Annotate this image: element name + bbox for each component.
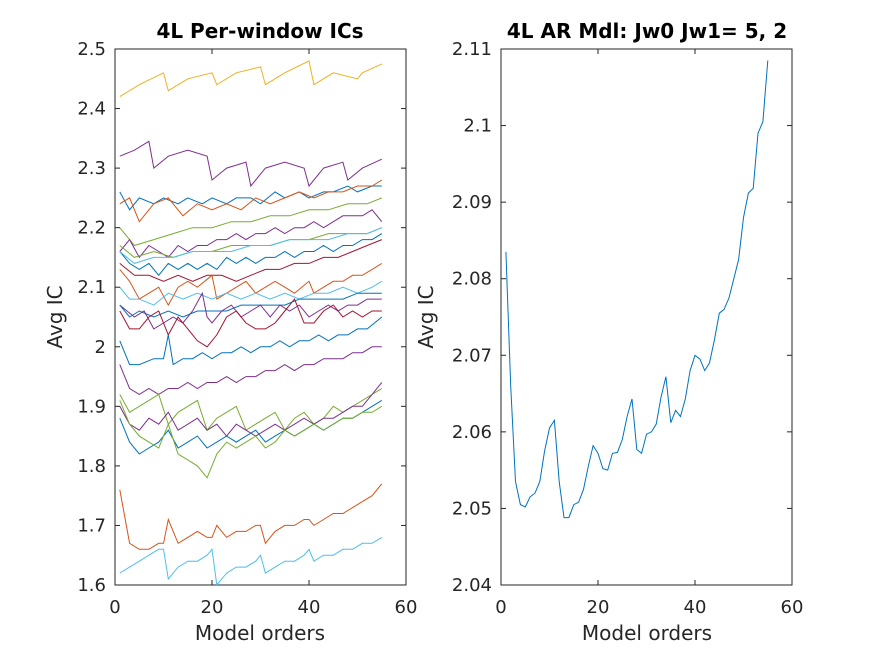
left-series-line-5 <box>119 197 382 247</box>
right-y-tick-label: 2.11 <box>452 39 492 60</box>
left-series-line-9 <box>119 227 382 264</box>
left-x-axis-label: Model orders <box>195 621 325 645</box>
left-y-tick-label: 1.7 <box>77 515 106 536</box>
left-series-line-22 <box>119 483 383 550</box>
right-chart-panel: 0 20 40 60 2.04 2.05 2.06 2.07 2.08 2.09 2.1 2.11 4… <box>414 19 803 645</box>
right-series-group <box>505 60 769 519</box>
left-chart-panel: 0 20 40 60 1.6 1.7 1.8 1.9 2 2.1 2.2 2.3 2.4 2.5 4L P… <box>43 19 417 645</box>
left-series-line-16 <box>119 316 383 366</box>
left-series-line-2 <box>119 140 383 188</box>
right-axis-ticks: 0 20 40 60 2.04 2.05 2.06 2.07 2.08 2.09 2.1 2.11 <box>452 39 804 618</box>
left-plot-area <box>114 48 407 586</box>
right-y-tick-label: 2.1 <box>463 116 492 137</box>
right-x-tick-label: 0 <box>495 597 506 618</box>
left-y-tick-label: 1.6 <box>77 575 106 596</box>
left-series-line-18 <box>119 388 383 432</box>
right-y-tick-label: 2.07 <box>452 345 492 366</box>
left-y-tick-label: 1.9 <box>77 396 106 417</box>
right-x-axis-label: Model orders <box>582 621 712 645</box>
right-x-tick-label: 40 <box>684 597 707 618</box>
left-series-line-17 <box>119 346 382 395</box>
left-series-line-23 <box>119 536 383 587</box>
right-series-line-1 <box>505 60 769 519</box>
left-x-tick-label: 0 <box>109 597 120 618</box>
left-y-tick-label: 1.8 <box>77 456 106 477</box>
right-plot-area <box>500 48 793 586</box>
left-series-line-10 <box>119 239 382 282</box>
left-y-tick-label: 2.2 <box>77 218 106 239</box>
left-series-line-14 <box>119 291 382 330</box>
right-y-tick-label: 2.05 <box>452 498 492 519</box>
left-series-line-11 <box>119 262 383 307</box>
right-y-tick-label: 2.04 <box>452 575 492 596</box>
left-y-tick-label: 2.5 <box>77 39 106 60</box>
left-chart-title: 4L Per-window ICs <box>156 19 363 43</box>
left-series-line-15 <box>119 298 382 348</box>
right-x-tick-label: 20 <box>587 597 610 618</box>
left-y-tick-label: 2.4 <box>77 99 106 120</box>
left-x-tick-label: 60 <box>395 597 418 618</box>
left-y-tick-label: 2.3 <box>77 158 106 179</box>
right-y-tick-label: 2.09 <box>452 192 492 213</box>
right-y-axis-label: Avg IC <box>414 285 438 348</box>
right-x-tick-label: 60 <box>781 597 804 618</box>
left-series-line-3 <box>119 185 382 211</box>
left-series-line-21 <box>119 400 383 479</box>
left-y-axis-label: Avg IC <box>43 285 67 348</box>
left-y-tick-label: 2 <box>95 337 106 358</box>
left-series-group <box>119 60 383 587</box>
left-series-line-1 <box>119 60 383 98</box>
left-series-line-8 <box>119 233 383 277</box>
right-chart-title: 4L AR Mdl: Jw0 Jw1= 5, 2 <box>507 19 787 43</box>
left-y-tick-label: 2.1 <box>77 277 106 298</box>
left-series-line-4 <box>119 179 383 223</box>
right-y-tick-label: 2.08 <box>452 269 492 290</box>
left-x-tick-label: 20 <box>201 597 224 618</box>
right-y-tick-label: 2.06 <box>452 422 492 443</box>
left-series-line-13 <box>119 292 382 318</box>
left-series-line-12 <box>119 280 383 306</box>
left-x-tick-label: 40 <box>298 597 321 618</box>
left-axis-ticks: 0 20 40 60 1.6 1.7 1.8 1.9 2 2.1 2.2 2.3 2.4 2.5 <box>77 39 417 618</box>
